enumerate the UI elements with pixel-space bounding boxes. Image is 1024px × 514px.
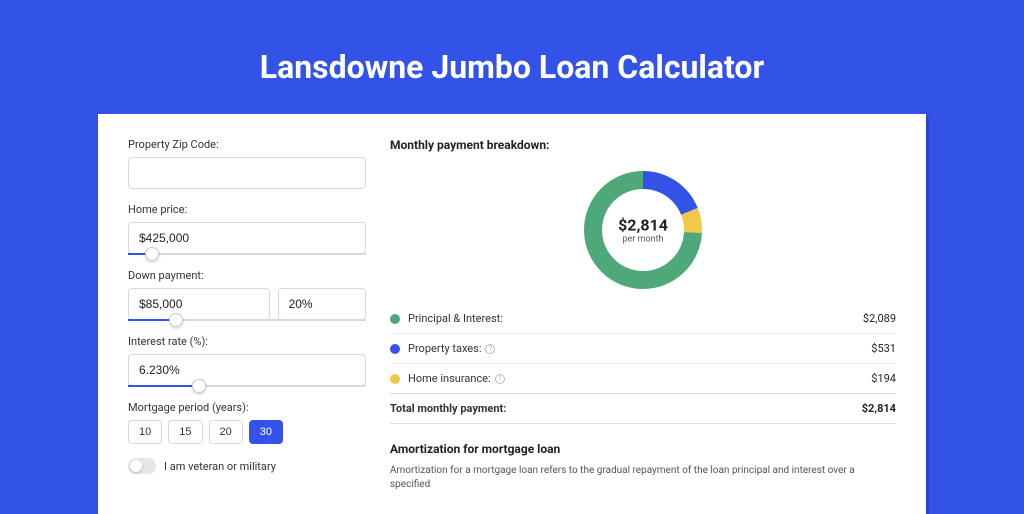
home-price-input[interactable]: [128, 222, 366, 254]
donut-chart-wrap: $2,814 per month: [390, 164, 896, 304]
amortization-section: Amortization for mortgage loan Amortizat…: [390, 442, 896, 492]
interest-slider[interactable]: [128, 385, 366, 387]
down-payment-label: Down payment:: [128, 269, 366, 282]
line-value: $194: [871, 372, 896, 385]
donut-chart: $2,814 per month: [583, 170, 703, 290]
veteran-label: I am veteran or military: [164, 460, 276, 473]
zip-label: Property Zip Code:: [128, 138, 366, 151]
period-group: Mortgage period (years): 1015 2030: [128, 401, 366, 444]
breakdown-lines: Principal & Interest:$2,089Property taxe…: [390, 304, 896, 393]
breakdown-column: Monthly payment breakdown: $2,814 per mo…: [390, 138, 896, 514]
line-label: Principal & Interest:: [408, 312, 863, 325]
breakdown-line: Home insurance:?$194: [390, 364, 896, 393]
veteran-toggle[interactable]: [128, 458, 156, 474]
total-label: Total monthly payment:: [390, 402, 862, 415]
info-icon[interactable]: ?: [485, 344, 495, 354]
period-label: Mortgage period (years):: [128, 401, 366, 414]
donut-sub: per month: [618, 235, 668, 245]
color-dot: [390, 374, 400, 384]
amortization-text: Amortization for a mortgage loan refers …: [390, 464, 896, 492]
breakdown-title: Monthly payment breakdown:: [390, 138, 896, 152]
interest-label: Interest rate (%):: [128, 335, 366, 348]
period-buttons: 1015 2030: [128, 420, 366, 444]
color-dot: [390, 314, 400, 324]
interest-group: Interest rate (%):: [128, 335, 366, 387]
donut-center: $2,814 per month: [618, 216, 668, 245]
home-price-label: Home price:: [128, 203, 366, 216]
line-value: $531: [871, 342, 896, 355]
total-value: $2,814: [862, 402, 896, 415]
calculator-card: Property Zip Code: Home price: Down paym…: [98, 114, 926, 514]
info-icon[interactable]: ?: [495, 374, 505, 384]
form-column: Property Zip Code: Home price: Down paym…: [128, 138, 366, 514]
veteran-row: I am veteran or military: [128, 458, 366, 474]
home-price-slider[interactable]: [128, 253, 366, 255]
period-button-30[interactable]: 30: [249, 420, 283, 444]
line-value: $2,089: [863, 312, 896, 325]
line-label: Home insurance:?: [408, 372, 871, 385]
donut-amount: $2,814: [618, 216, 668, 235]
line-label: Property taxes:?: [408, 342, 871, 355]
total-row: Total monthly payment: $2,814: [390, 393, 896, 424]
breakdown-line: Property taxes:?$531: [390, 334, 896, 364]
zip-input[interactable]: [128, 157, 366, 189]
period-button-15[interactable]: 15: [168, 420, 202, 444]
page-title: Lansdowne Jumbo Loan Calculator: [0, 0, 1024, 114]
home-price-group: Home price:: [128, 203, 366, 255]
down-payment-percent-input[interactable]: [278, 288, 366, 320]
zip-field-group: Property Zip Code:: [128, 138, 366, 189]
interest-input[interactable]: [128, 354, 366, 386]
amortization-title: Amortization for mortgage loan: [390, 442, 896, 456]
down-payment-group: Down payment:: [128, 269, 366, 321]
period-button-20[interactable]: 20: [209, 420, 243, 444]
toggle-knob: [130, 460, 142, 472]
period-button-10[interactable]: 10: [128, 420, 162, 444]
color-dot: [390, 344, 400, 354]
breakdown-line: Principal & Interest:$2,089: [390, 304, 896, 334]
down-payment-slider[interactable]: [128, 319, 366, 321]
down-payment-amount-input[interactable]: [128, 288, 270, 320]
